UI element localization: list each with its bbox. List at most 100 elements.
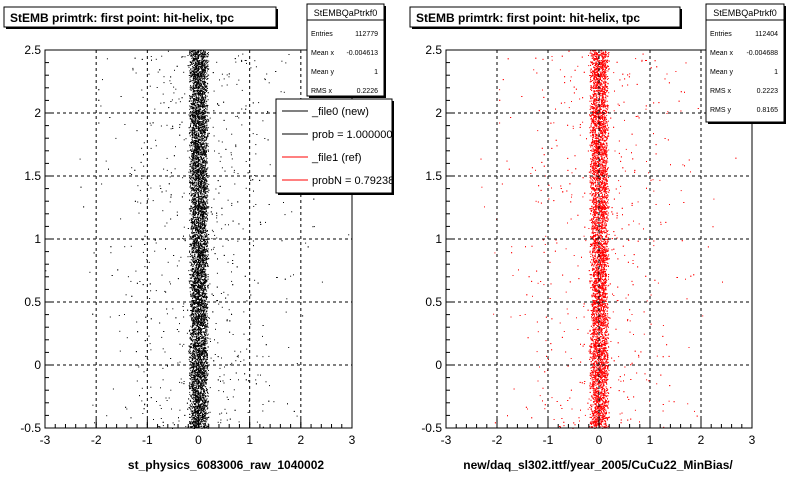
data-point (201, 80, 203, 82)
data-point (196, 332, 198, 334)
data-point (195, 297, 197, 299)
data-point (195, 285, 197, 287)
data-point (191, 359, 193, 361)
data-point (203, 312, 205, 314)
data-point (189, 393, 191, 395)
data-point (196, 373, 198, 375)
data-point (207, 55, 209, 57)
data-point (198, 256, 200, 258)
data-point (203, 236, 205, 238)
data-point (197, 317, 198, 319)
data-point (202, 197, 204, 199)
data-point (192, 147, 194, 149)
data-point (125, 294, 127, 296)
data-point (191, 106, 193, 108)
data-point (227, 199, 229, 201)
data-point (189, 213, 191, 215)
data-point (164, 290, 166, 292)
data-point (197, 91, 198, 93)
data-point (202, 193, 204, 195)
data-point (206, 408, 208, 410)
data-point (206, 107, 208, 109)
data-point (206, 187, 208, 189)
data-point (205, 121, 207, 123)
data-point (197, 392, 199, 394)
data-point (202, 104, 203, 106)
data-point (194, 129, 196, 131)
data-point (194, 409, 195, 411)
data-point (193, 379, 195, 381)
data-point (197, 259, 198, 260)
data-point (190, 278, 192, 279)
data-point (281, 60, 283, 62)
data-point (196, 147, 198, 149)
data-point (194, 179, 196, 181)
data-point (200, 334, 202, 336)
data-point (206, 206, 207, 208)
data-point (178, 420, 180, 422)
data-point (190, 404, 192, 406)
data-point (190, 325, 192, 327)
data-point (191, 385, 193, 387)
data-point (190, 86, 192, 88)
data-point (162, 348, 164, 350)
data-point (201, 387, 202, 389)
data-point (202, 86, 204, 88)
data-point (206, 368, 208, 370)
data-point (196, 50, 198, 52)
data-point (224, 408, 226, 410)
data-point (197, 78, 199, 80)
data-point (199, 145, 201, 147)
data-point (199, 338, 201, 339)
data-point (202, 158, 204, 159)
data-point (183, 192, 185, 194)
data-point (193, 362, 195, 364)
data-point (205, 382, 207, 384)
data-point (199, 117, 201, 119)
data-point (199, 353, 200, 355)
data-point (198, 236, 200, 238)
data-point (191, 356, 193, 357)
data-point (193, 144, 195, 146)
data-point (199, 247, 200, 249)
data-point (246, 348, 248, 350)
data-point (194, 426, 196, 428)
data-point (196, 419, 198, 421)
data-point (196, 269, 198, 271)
data-point (194, 71, 196, 72)
data-point (195, 349, 197, 351)
data-point (192, 407, 194, 409)
data-point (193, 246, 195, 248)
data-point (204, 67, 206, 69)
data-point (264, 79, 266, 81)
data-point (203, 176, 204, 178)
data-point (238, 55, 239, 57)
data-point (173, 92, 175, 94)
data-point (196, 324, 198, 326)
data-point (200, 199, 202, 200)
data-point (191, 304, 193, 306)
data-point (198, 253, 199, 255)
data-point (150, 124, 152, 126)
data-point (193, 170, 195, 172)
data-point (288, 54, 290, 55)
data-point (195, 331, 197, 333)
data-point (191, 379, 193, 381)
data-point (204, 302, 206, 304)
data-point (196, 386, 198, 387)
data-point (192, 270, 194, 272)
data-point (201, 145, 202, 147)
data-point (92, 404, 94, 406)
data-point (191, 273, 193, 275)
data-point (233, 169, 235, 171)
data-point (204, 383, 206, 385)
data-point (197, 65, 199, 67)
data-point (205, 115, 206, 117)
data-point (175, 146, 176, 148)
data-point (206, 365, 208, 367)
data-point (206, 200, 208, 202)
data-point (191, 334, 192, 336)
data-point (202, 352, 204, 354)
data-point (203, 215, 205, 217)
data-point (200, 168, 202, 170)
